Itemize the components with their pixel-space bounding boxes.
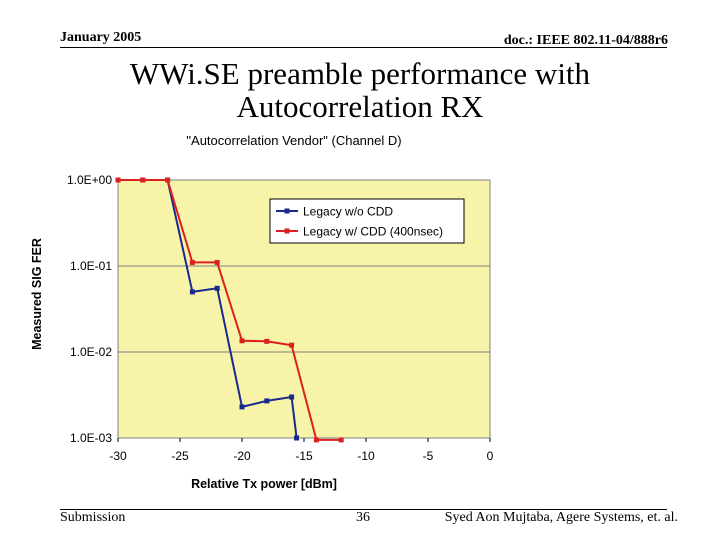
- y-tick-label: 1.0E-01: [70, 259, 112, 273]
- footer-rule: [60, 509, 667, 510]
- x-tick-label: -5: [423, 449, 434, 463]
- x-tick-label: 0: [487, 449, 494, 463]
- y-axis-label: Measured SIG FER: [30, 238, 44, 350]
- data-point: [289, 394, 295, 400]
- x-tick-label: -15: [295, 449, 313, 463]
- data-point: [294, 435, 300, 441]
- data-point: [214, 285, 220, 291]
- chart-title: "Autocorrelation Vendor" (Channel D): [186, 133, 401, 148]
- fer-chart: "Autocorrelation Vendor" (Channel D) 1.0…: [30, 128, 520, 496]
- data-point: [313, 437, 319, 443]
- data-point: [264, 398, 270, 404]
- data-point: [140, 177, 146, 183]
- legend-swatch-marker: [284, 228, 290, 234]
- slide-title: WWi.SE preamble performance with Autocor…: [0, 57, 720, 123]
- x-tick-label: -20: [233, 449, 251, 463]
- x-tick-label: -30: [109, 449, 127, 463]
- legend-label: Legacy w/o CDD: [303, 205, 393, 219]
- x-axis-label: Relative Tx power [dBm]: [191, 477, 337, 491]
- footer-page-number: 36: [356, 510, 370, 525]
- chart-legend: Legacy w/o CDD Legacy w/ CDD (400nsec): [269, 198, 465, 244]
- data-point: [239, 404, 245, 410]
- header-doc-id: doc.: IEEE 802.11-04/888r6: [503, 33, 668, 48]
- data-point: [239, 338, 245, 344]
- y-tick-label: 1.0E+00: [67, 173, 112, 187]
- data-point: [165, 177, 171, 183]
- data-point: [264, 338, 270, 344]
- y-tick-label: 1.0E-03: [70, 431, 112, 445]
- axis-ticks: 1.0E+00 1.0E-01 1.0E-02 1.0E-03 -30 -25 -20 -15…: [67, 173, 494, 463]
- legend-box: [269, 198, 465, 244]
- y-tick-label: 1.0E-02: [70, 345, 112, 359]
- footer-submission: Submission: [60, 510, 126, 525]
- data-series: [115, 177, 344, 443]
- data-point: [214, 259, 220, 265]
- header-rule: [60, 47, 667, 48]
- legend-label: Legacy w/ CDD (400nsec): [303, 225, 443, 239]
- legend-swatch-marker: [284, 208, 290, 214]
- slide-title-line-1: WWi.SE preamble performance with: [129, 56, 591, 91]
- data-point: [338, 437, 344, 443]
- series-line: [118, 179, 342, 441]
- data-point: [115, 177, 121, 183]
- x-tick-label: -25: [171, 449, 189, 463]
- x-tick-label: -10: [357, 449, 375, 463]
- gridlines: [118, 265, 490, 353]
- header-date: January 2005: [60, 30, 142, 45]
- data-point: [289, 342, 295, 348]
- data-point: [189, 259, 195, 265]
- series-2: [115, 177, 344, 443]
- data-point: [189, 289, 195, 295]
- slide-title-line-2: Autocorrelation RX: [236, 89, 484, 124]
- footer-authors: Syed Aon Mujtaba, Agere Systems, et. al.: [444, 510, 678, 525]
